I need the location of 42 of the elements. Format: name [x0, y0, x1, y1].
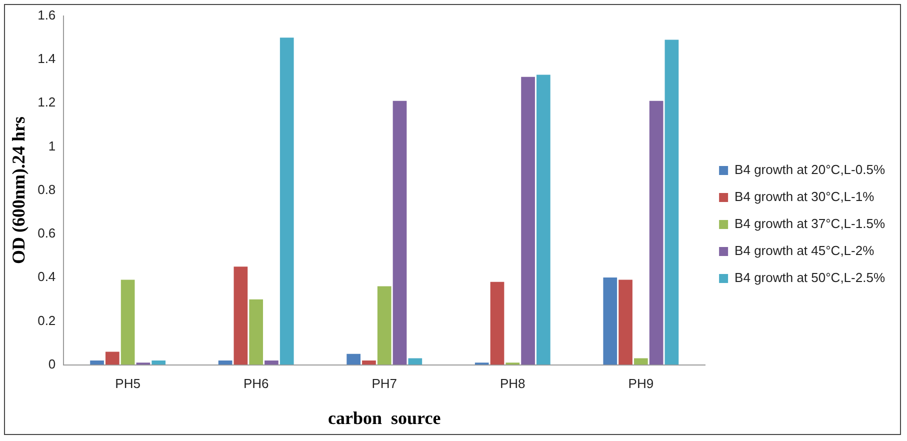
legend-label: B4 growth at 50°C,L-2.5% — [734, 270, 886, 286]
y-tick-label: 1 — [48, 138, 56, 154]
bar — [664, 40, 679, 365]
bar — [120, 280, 135, 365]
y-tick-label: 1.4 — [38, 51, 56, 66]
bar — [392, 100, 407, 365]
x-tick-label: PH6 — [243, 376, 269, 392]
bar — [377, 286, 392, 365]
x-tick-label: PH8 — [500, 376, 526, 392]
bar — [90, 360, 104, 365]
bar — [362, 360, 376, 365]
legend-label: B4 growth at 20°C,L-0.5% — [734, 162, 886, 178]
bar — [618, 280, 632, 365]
x-tick-label: PH7 — [372, 376, 398, 392]
bar — [234, 266, 248, 365]
y-tick-label: 0.6 — [38, 226, 56, 241]
y-tick-label: 0.8 — [38, 182, 56, 197]
y-axis-title: OD (600nm).24 hrs — [8, 116, 28, 264]
bar — [264, 360, 278, 365]
bar — [490, 282, 504, 365]
bar — [634, 358, 648, 365]
bar — [649, 100, 664, 365]
bar — [280, 38, 294, 365]
bar — [105, 352, 120, 365]
x-tick-label: PH9 — [628, 376, 654, 392]
y-tick-label: 1.2 — [38, 94, 56, 110]
bar — [603, 278, 618, 365]
x-axis-title: carbon source — [328, 408, 441, 428]
legend-label: B4 growth at 45°C,L-2% — [734, 243, 875, 258]
x-tick-label: PH5 — [115, 376, 140, 392]
bar — [249, 299, 264, 365]
legend-label: B4 growth at 37°C,L-1.5% — [734, 216, 886, 232]
bar — [408, 358, 422, 365]
bar — [346, 354, 361, 365]
y-tick-label: 0.4 — [38, 269, 56, 284]
bar — [536, 74, 550, 365]
legend-label: B4 growth at 30°C,L-1% — [734, 189, 875, 204]
y-tick-label: 0.2 — [38, 312, 56, 328]
y-tick-label: 1.6 — [38, 7, 56, 22]
bar — [521, 76, 535, 365]
y-tick-label: 0 — [48, 356, 56, 372]
bar — [152, 360, 166, 365]
